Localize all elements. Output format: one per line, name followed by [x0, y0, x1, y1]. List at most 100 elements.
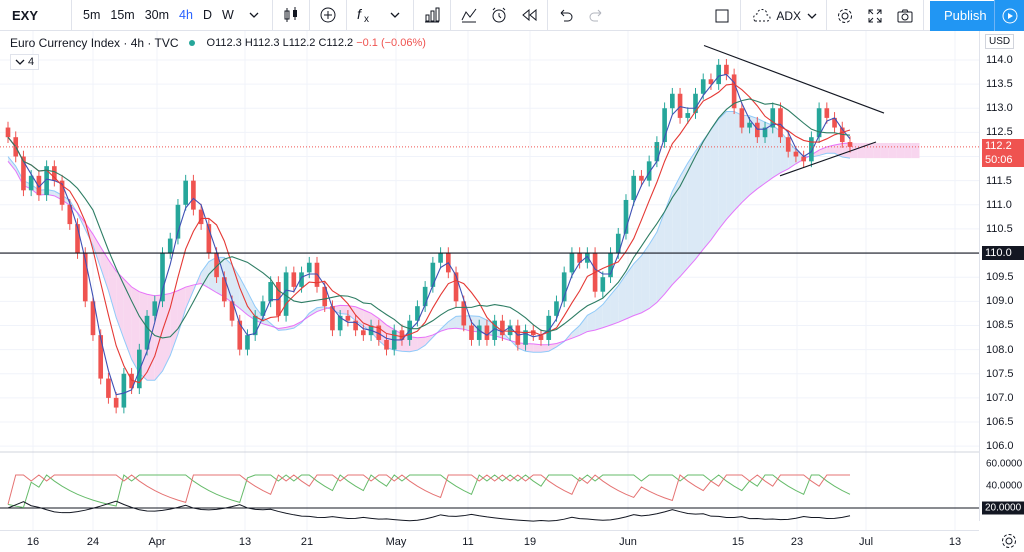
candle — [129, 373, 134, 389]
cloud-segment — [579, 315, 588, 336]
toolbar-divider — [271, 0, 273, 31]
compare-add-button[interactable] — [313, 0, 343, 31]
candle — [36, 175, 42, 196]
cloud-segment — [819, 146, 827, 156]
settings-icon[interactable] — [1000, 532, 1018, 550]
saved-layout-button[interactable]: ADX — [744, 8, 823, 24]
time-tick: 13 — [238, 536, 252, 548]
candle — [175, 204, 181, 239]
price-scale[interactable]: 114.0 113.5 113.0 112.5 111.5 111.0 110.5 109.5… — [979, 31, 1024, 521]
candle — [801, 156, 806, 162]
templates-button[interactable] — [380, 0, 410, 31]
price-tick: 111.0 — [986, 198, 1012, 211]
candle — [716, 64, 721, 85]
redo-button[interactable] — [581, 0, 611, 31]
candle — [631, 175, 637, 200]
candle — [252, 315, 258, 336]
snapshot-button[interactable] — [890, 0, 920, 31]
ma-slow-line — [7, 98, 851, 339]
currency-label[interactable]: USD — [985, 34, 1015, 49]
camera-icon — [897, 9, 913, 22]
interval-group: 5m 15m 30m 4h D W — [72, 0, 239, 31]
compare-icon — [461, 8, 477, 23]
cloud-segment — [247, 291, 256, 321]
publish-button[interactable]: Publish — [930, 0, 994, 31]
upper-trendline — [703, 44, 885, 114]
market-status-dot — [188, 40, 195, 46]
replay-button[interactable] — [514, 0, 544, 31]
candle — [615, 233, 621, 254]
candle — [561, 272, 567, 302]
cloud-segment — [741, 115, 750, 203]
legend-title[interactable]: Euro Currency Index · 4h · TVC — [10, 36, 179, 50]
price-tick: 114.0 — [986, 53, 1013, 66]
candle — [677, 93, 683, 118]
legend-ohlc: O112.3 H112.3 L112.2 C112.2 −0.1 (−0.06%… — [207, 37, 426, 49]
candle — [778, 108, 783, 138]
cloud-segment — [92, 234, 101, 269]
cloud-segment — [571, 325, 580, 339]
candle — [75, 224, 80, 254]
layout-button[interactable] — [707, 0, 737, 31]
cloud-segment — [100, 247, 109, 291]
interval-15m[interactable]: 15m — [110, 7, 135, 22]
financials-button[interactable] — [417, 0, 447, 31]
interval-30m[interactable]: 30m — [144, 7, 170, 22]
candle — [28, 175, 34, 191]
cloud-segment — [409, 336, 418, 352]
play-icon — [1002, 8, 1017, 23]
alert-button[interactable] — [484, 0, 514, 31]
publish-options-button[interactable] — [994, 0, 1024, 31]
cloud-segment — [703, 129, 711, 250]
candle — [268, 282, 273, 302]
interval-4h[interactable]: 4h — [179, 7, 193, 22]
candle — [415, 306, 420, 321]
compare-button[interactable] — [454, 0, 484, 31]
candle — [554, 301, 559, 316]
fullscreen-button[interactable] — [860, 0, 890, 31]
cloud-segment — [880, 142, 889, 159]
cloud-segment — [649, 232, 657, 309]
cloud-segment — [687, 151, 696, 268]
candle — [585, 253, 590, 263]
chevron-down-icon — [390, 12, 400, 18]
chart-overlays — [0, 44, 979, 254]
candle — [569, 253, 575, 273]
chart-type-button[interactable] — [276, 0, 306, 31]
candle — [137, 349, 142, 389]
candle — [299, 272, 304, 287]
price-chart[interactable] — [0, 31, 979, 530]
redo-icon — [589, 9, 602, 22]
candle — [291, 272, 297, 287]
cloud-segment — [347, 305, 356, 321]
candle — [330, 306, 335, 331]
indicators-toggle[interactable]: 4 — [10, 54, 40, 70]
interval-dropdown[interactable] — [239, 0, 269, 31]
candle — [832, 117, 837, 128]
candle — [639, 175, 644, 181]
undo-button[interactable] — [551, 0, 581, 31]
interval-d[interactable]: D — [202, 7, 212, 22]
candle — [546, 315, 552, 340]
candle — [345, 315, 351, 321]
time-axis[interactable]: 16 24 Apr 13 21 May 11 19 Jun 15 23 Jul 13 — [0, 530, 979, 552]
cloud-segment — [726, 111, 735, 220]
replay-icon — [522, 8, 537, 22]
cloud-segment — [904, 142, 912, 159]
square-icon — [715, 9, 729, 22]
interval-w[interactable]: W — [221, 7, 234, 22]
candle — [577, 253, 582, 263]
symbol-search[interactable]: EXY — [0, 0, 72, 31]
chevron-down-icon — [15, 59, 25, 65]
candle — [816, 108, 822, 138]
settings-button[interactable] — [830, 0, 860, 31]
cloud-segment — [772, 125, 781, 178]
interval-5m[interactable]: 5m — [83, 7, 101, 22]
osc-tick: 60.0000 — [986, 458, 1023, 470]
cloud-span-b — [7, 142, 851, 346]
price-tick: 106.5 — [986, 416, 1014, 429]
candle — [654, 142, 660, 162]
candle — [476, 325, 482, 340]
chart-legend: Euro Currency Index · 4h · TVC O112.3 H1… — [10, 36, 426, 50]
